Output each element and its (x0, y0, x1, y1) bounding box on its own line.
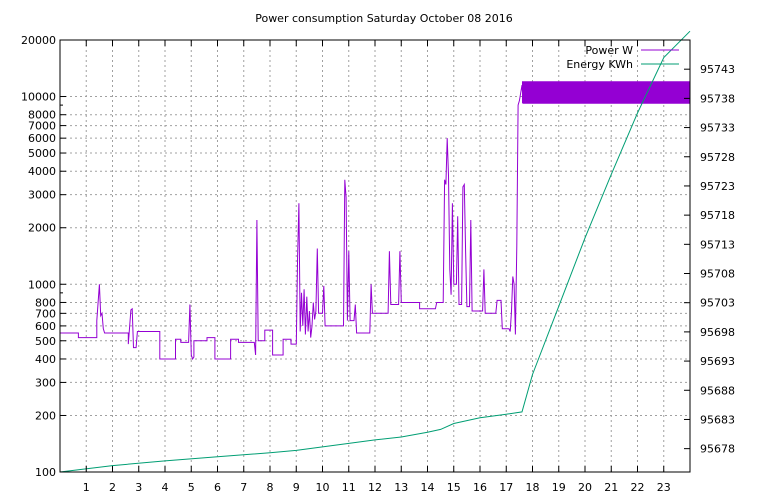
y-left-tick-label: 7000 (28, 120, 56, 133)
x-tick-label: 11 (342, 481, 356, 494)
y-right-tick-label: 95708 (700, 268, 735, 281)
y-left-tick-label: 500 (35, 335, 56, 348)
y-left-tick-label: 600 (35, 320, 56, 333)
chart-title: Power consumption Saturday October 08 20… (255, 12, 513, 25)
x-tick-label: 2 (109, 481, 116, 494)
x-tick-label: 20 (578, 481, 592, 494)
y-right-tick-label: 95723 (700, 180, 735, 193)
y-left-tick-label: 4000 (28, 165, 56, 178)
y-right-tick-label: 95713 (700, 238, 735, 251)
y-left-tick-label: 200 (35, 409, 56, 422)
y-left-tick-label: 800 (35, 296, 56, 309)
y-right-tick-label: 95743 (700, 63, 735, 76)
y-left-tick-label: 10000 (21, 91, 56, 104)
y-left-tick-label: 6000 (28, 132, 56, 145)
x-tick-label: 21 (604, 481, 618, 494)
x-tick-label: 8 (267, 481, 274, 494)
y-left-tick-label: 1000 (28, 278, 56, 291)
y-left-tick-label: 2000 (28, 222, 56, 235)
x-tick-label: 9 (293, 481, 300, 494)
y-right-tick-label: 95738 (700, 92, 735, 105)
x-tick-label: 14 (421, 481, 435, 494)
x-tick-label: 4 (162, 481, 169, 494)
x-tick-label: 18 (526, 481, 540, 494)
y-right-tick-label: 95718 (700, 209, 735, 222)
y-left-tick-label: 5000 (28, 147, 56, 160)
x-tick-label: 12 (368, 481, 382, 494)
x-tick-label: 5 (188, 481, 195, 494)
y-right-tick-label: 95698 (700, 326, 735, 339)
y-right-tick-label: 95678 (700, 443, 735, 456)
y-right-tick-label: 95733 (700, 122, 735, 135)
y-left-tick-label: 700 (35, 307, 56, 320)
x-tick-label: 7 (240, 481, 247, 494)
series-block-high-power (522, 81, 690, 104)
y-left-tick-label: 100 (35, 466, 56, 479)
y-right-tick-label: 95728 (700, 151, 735, 164)
x-tick-label: 22 (631, 481, 645, 494)
grid (60, 40, 690, 472)
y-right-tick-label: 95693 (700, 355, 735, 368)
y-left-tick-label: 20000 (21, 34, 56, 47)
x-tick-label: 1 (83, 481, 90, 494)
y-right-tick-label: 95688 (700, 384, 735, 397)
x-tick-label: 10 (316, 481, 330, 494)
x-tick-label: 15 (447, 481, 461, 494)
series-layer (59, 30, 691, 473)
y-right-tick-label: 95683 (700, 413, 735, 426)
y-left-tick-label: 3000 (28, 189, 56, 202)
y-left-tick-label: 300 (35, 376, 56, 389)
y-right-tick-label: 95703 (700, 297, 735, 310)
legend-label-0: Power W (585, 44, 633, 57)
series-line-1 (59, 30, 691, 473)
series-line-0 (60, 81, 691, 361)
x-tick-label: 16 (473, 481, 487, 494)
legend-label-1: Energy KWh (566, 58, 633, 71)
x-tick-label: 6 (214, 481, 221, 494)
x-tick-label: 17 (499, 481, 513, 494)
y-left-tick-label: 8000 (28, 109, 56, 122)
x-tick-label: 23 (657, 481, 671, 494)
x-tick-label: 13 (394, 481, 408, 494)
x-tick-label: 19 (552, 481, 566, 494)
y-left-tick-label: 400 (35, 353, 56, 366)
x-tick-label: 3 (135, 481, 142, 494)
